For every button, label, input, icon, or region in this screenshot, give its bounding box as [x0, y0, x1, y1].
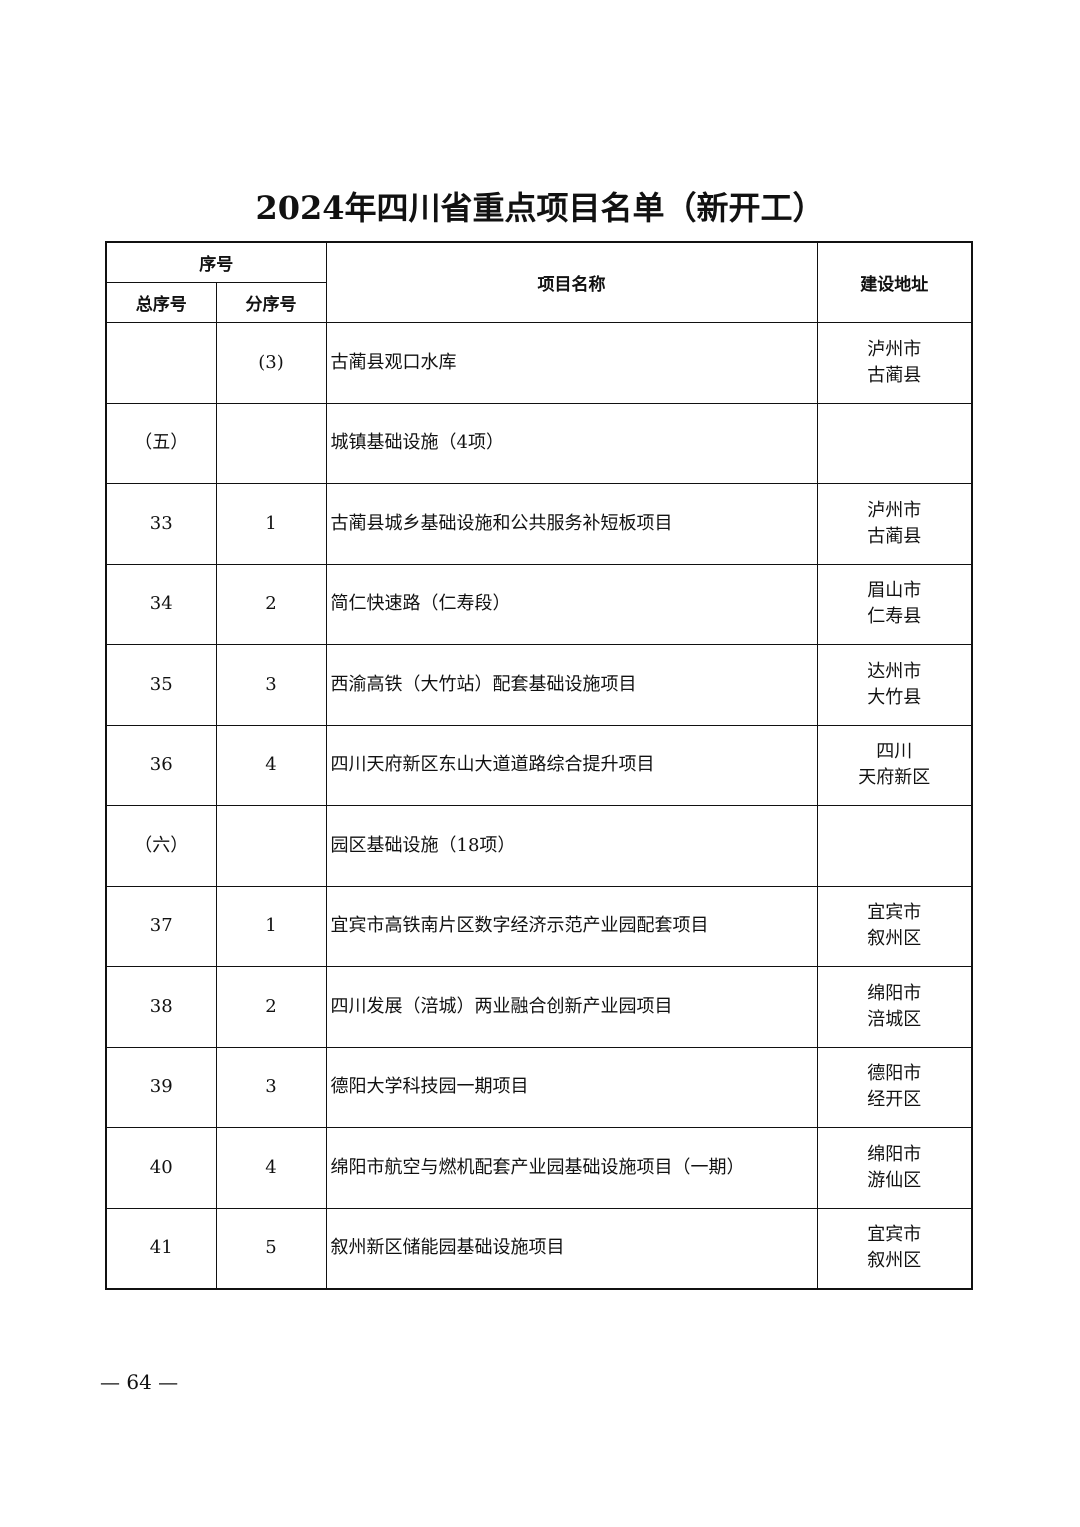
- sub-seq-cell: 5: [215, 1207, 327, 1290]
- total-seq-cell: 33: [105, 483, 217, 565]
- total-seq-cell: 40: [105, 1127, 217, 1209]
- table-row: 39 3 德阳大学科技园一期项目 德阳市 经开区: [105, 1046, 973, 1128]
- project-name-cell: 古蔺县城乡基础设施和公共服务补短板项目: [325, 483, 818, 565]
- table-row: 34 2 简仁快速路（仁寿段） 眉山市 仁寿县: [105, 563, 973, 645]
- location-cell: 德阳市 经开区: [816, 1046, 973, 1128]
- location-line: 涪城区: [867, 1008, 922, 1030]
- location-line: 宜宾市: [867, 1224, 922, 1246]
- location-cell: [816, 805, 973, 887]
- location-line: 德阳市: [867, 1063, 922, 1085]
- project-name-cell: 古蔺县观口水库: [325, 322, 818, 404]
- location-line: 天府新区: [858, 767, 931, 789]
- table-row: （五） 城镇基础设施（4项）: [105, 402, 973, 484]
- location-line: 仁寿县: [867, 606, 922, 628]
- location-line: 叙州区: [867, 928, 922, 950]
- location-cell: 宜宾市 叙州区: [816, 1207, 973, 1290]
- project-name-cell: 城镇基础设施（4项）: [325, 402, 818, 484]
- location-line: 古蔺县: [867, 364, 922, 386]
- header-total-seq: 总序号: [105, 282, 217, 323]
- table-row: (3) 古蔺县观口水库 泸州市 古蔺县: [105, 322, 973, 404]
- location-cell: 宜宾市 叙州区: [816, 885, 973, 967]
- header-location: 建设地址: [816, 241, 973, 323]
- location-cell: 泸州市 古蔺县: [816, 483, 973, 565]
- sub-seq-cell: 2: [215, 563, 327, 645]
- project-name-cell: 园区基础设施（18项）: [325, 805, 818, 887]
- location-line: 眉山市: [867, 580, 922, 602]
- header-sub-seq: 分序号: [215, 282, 327, 323]
- sub-seq-cell: 4: [215, 1127, 327, 1209]
- total-seq-cell: （六）: [105, 805, 217, 887]
- project-table: 序号 项目名称 建设地址 总序号 分序号 (3) 古蔺县观口水库 泸州市 古蔺县 （五）…: [105, 241, 973, 1290]
- table-row: 36 4 四川天府新区东山大道道路综合提升项目 四川 天府新区: [105, 724, 973, 806]
- location-cell: 达州市 大竹县: [816, 644, 973, 726]
- total-seq-cell: 39: [105, 1046, 217, 1128]
- location-line: 泸州市: [867, 499, 922, 521]
- total-seq-cell: 34: [105, 563, 217, 645]
- table-row: 37 1 宜宾市高铁南片区数字经济示范产业园配套项目 宜宾市 叙州区: [105, 885, 973, 967]
- total-seq-cell: [105, 322, 217, 404]
- page-number: — 64 —: [100, 1370, 179, 1394]
- location-line: 达州市: [867, 660, 922, 682]
- location-line: 绵阳市: [867, 1143, 922, 1165]
- sub-seq-cell: 1: [215, 483, 327, 565]
- sub-seq-cell: 1: [215, 885, 327, 967]
- project-name-cell: 简仁快速路（仁寿段）: [325, 563, 818, 645]
- total-seq-cell: 38: [105, 966, 217, 1048]
- table-row: 38 2 四川发展（涪城）两业融合创新产业园项目 绵阳市 涪城区: [105, 966, 973, 1048]
- sub-seq-cell: (3): [215, 322, 327, 404]
- location-cell: 泸州市 古蔺县: [816, 322, 973, 404]
- sub-seq-cell: [215, 402, 327, 484]
- document-title: 2024年四川省重点项目名单（新开工）: [255, 189, 825, 227]
- header-name: 项目名称: [325, 241, 818, 323]
- sub-seq-cell: [215, 805, 327, 887]
- project-name-cell: 四川天府新区东山大道道路综合提升项目: [325, 724, 818, 806]
- project-name-cell: 绵阳市航空与燃机配套产业园基础设施项目（一期）: [325, 1127, 818, 1209]
- location-line: 绵阳市: [867, 982, 922, 1004]
- project-name-cell: 西渝高铁（大竹站）配套基础设施项目: [325, 644, 818, 726]
- table-row: 35 3 西渝高铁（大竹站）配套基础设施项目 达州市 大竹县: [105, 644, 973, 726]
- total-seq-cell: 37: [105, 885, 217, 967]
- location-cell: 绵阳市 涪城区: [816, 966, 973, 1048]
- table-row: （六） 园区基础设施（18项）: [105, 805, 973, 887]
- sub-seq-cell: 2: [215, 966, 327, 1048]
- header-seq: 序号: [105, 241, 327, 283]
- location-line: 大竹县: [867, 686, 922, 708]
- project-name-cell: 宜宾市高铁南片区数字经济示范产业园配套项目: [325, 885, 818, 967]
- sub-seq-cell: 3: [215, 1046, 327, 1128]
- total-seq-cell: （五）: [105, 402, 217, 484]
- table-row: 40 4 绵阳市航空与燃机配套产业园基础设施项目（一期） 绵阳市 游仙区: [105, 1127, 973, 1209]
- total-seq-cell: 41: [105, 1207, 217, 1290]
- project-name-cell: 四川发展（涪城）两业融合创新产业园项目: [325, 966, 818, 1048]
- location-cell: 四川 天府新区: [816, 724, 973, 806]
- sub-seq-cell: 4: [215, 724, 327, 806]
- table-row: 41 5 叙州新区储能园基础设施项目 宜宾市 叙州区: [105, 1207, 973, 1290]
- project-name-cell: 叙州新区储能园基础设施项目: [325, 1207, 818, 1290]
- location-line: 叙州区: [867, 1250, 922, 1272]
- total-seq-cell: 35: [105, 644, 217, 726]
- location-line: 古蔺县: [867, 525, 922, 547]
- location-line: 泸州市: [867, 338, 922, 360]
- location-line: 宜宾市: [867, 902, 922, 924]
- location-line: 经开区: [867, 1089, 922, 1111]
- sub-seq-cell: 3: [215, 644, 327, 726]
- location-cell: [816, 402, 973, 484]
- location-line: 四川: [876, 741, 913, 763]
- location-line: 游仙区: [867, 1169, 922, 1191]
- total-seq-cell: 36: [105, 724, 217, 806]
- table-row: 33 1 古蔺县城乡基础设施和公共服务补短板项目 泸州市 古蔺县: [105, 483, 973, 565]
- project-name-cell: 德阳大学科技园一期项目: [325, 1046, 818, 1128]
- location-cell: 眉山市 仁寿县: [816, 563, 973, 645]
- location-cell: 绵阳市 游仙区: [816, 1127, 973, 1209]
